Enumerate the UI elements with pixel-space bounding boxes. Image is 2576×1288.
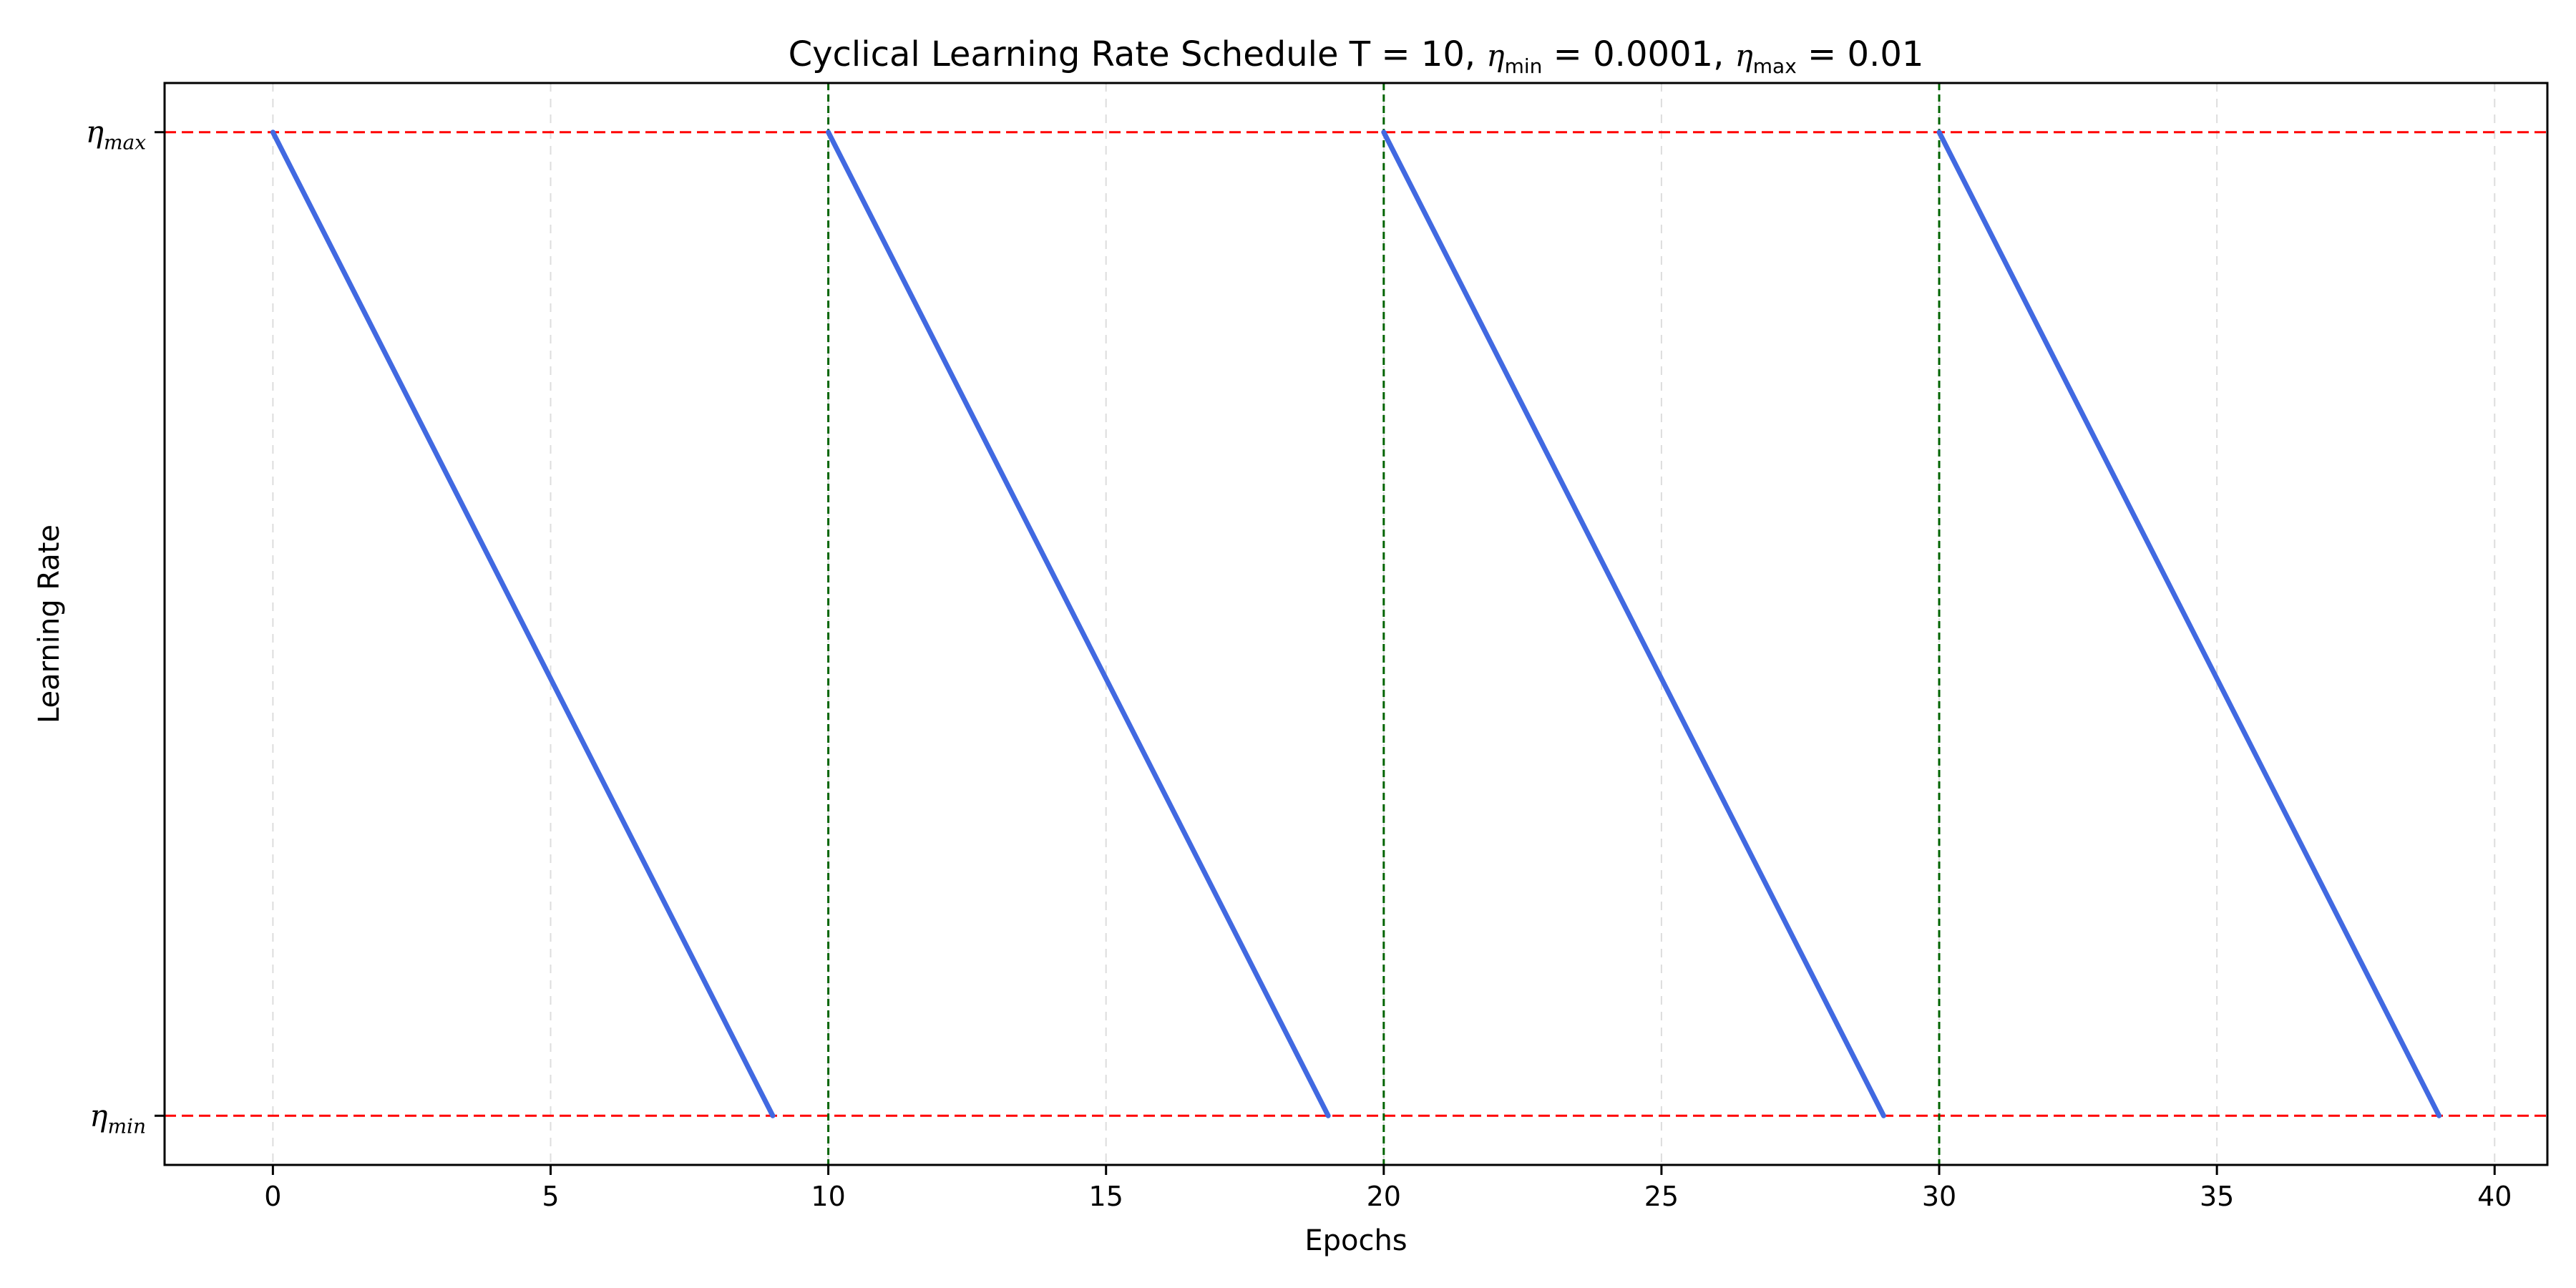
chart-title: Cyclical Learning Rate Schedule T = 10, …: [789, 34, 1924, 78]
x-tick-label-30: 30: [1922, 1181, 1956, 1212]
x-tick-label-20: 20: [1367, 1181, 1401, 1212]
title-eta-max-symbol: η: [1735, 38, 1753, 73]
title-eta-max-subscript: max: [1753, 54, 1797, 78]
chart-title-prefix: Cyclical Learning Rate Schedule T = 10,: [789, 34, 1487, 74]
y-tick-symbol-max: η: [86, 114, 104, 150]
y-tick-symbol-min: η: [89, 1098, 107, 1133]
x-tick-label-35: 35: [2200, 1181, 2234, 1212]
x-tick-label-40: 40: [2477, 1181, 2512, 1212]
x-tick-label-5: 5: [542, 1181, 559, 1212]
axes: [163, 82, 2549, 1166]
y-axis-label: Learning Rate: [33, 525, 66, 723]
x-tick-label-15: 15: [1089, 1181, 1123, 1212]
reference-lines: [165, 83, 2547, 1165]
x-axis-label: Epochs: [1304, 1224, 1407, 1257]
y-tick-subscript-min: min: [107, 1114, 146, 1138]
learning-rate-segment-2: [826, 130, 1331, 1118]
x-tick-label-25: 25: [1644, 1181, 1679, 1212]
learning-rate-segment-3: [1381, 130, 1886, 1118]
grid-lines: [272, 83, 2496, 1165]
title-eta-max-value: = 0.01: [1797, 34, 1924, 74]
learning-rate-segment-4: [1936, 130, 2442, 1118]
learning-rate-segment-1: [270, 130, 776, 1118]
x-tick-label-10: 10: [811, 1181, 845, 1212]
title-eta-min-symbol: η: [1486, 38, 1504, 73]
title-eta-min-subscript: min: [1505, 54, 1543, 78]
title-eta-min-value: = 0.0001,: [1542, 34, 1735, 74]
y-tick-label-min: ηmin: [89, 1098, 146, 1138]
y-tick-subscript-max: max: [104, 131, 146, 155]
x-tick-label-0: 0: [264, 1181, 281, 1212]
learning-rate-series: [270, 130, 2442, 1118]
plot-frame: [163, 82, 2549, 1166]
y-tick-label-max: ηmax: [86, 114, 146, 155]
